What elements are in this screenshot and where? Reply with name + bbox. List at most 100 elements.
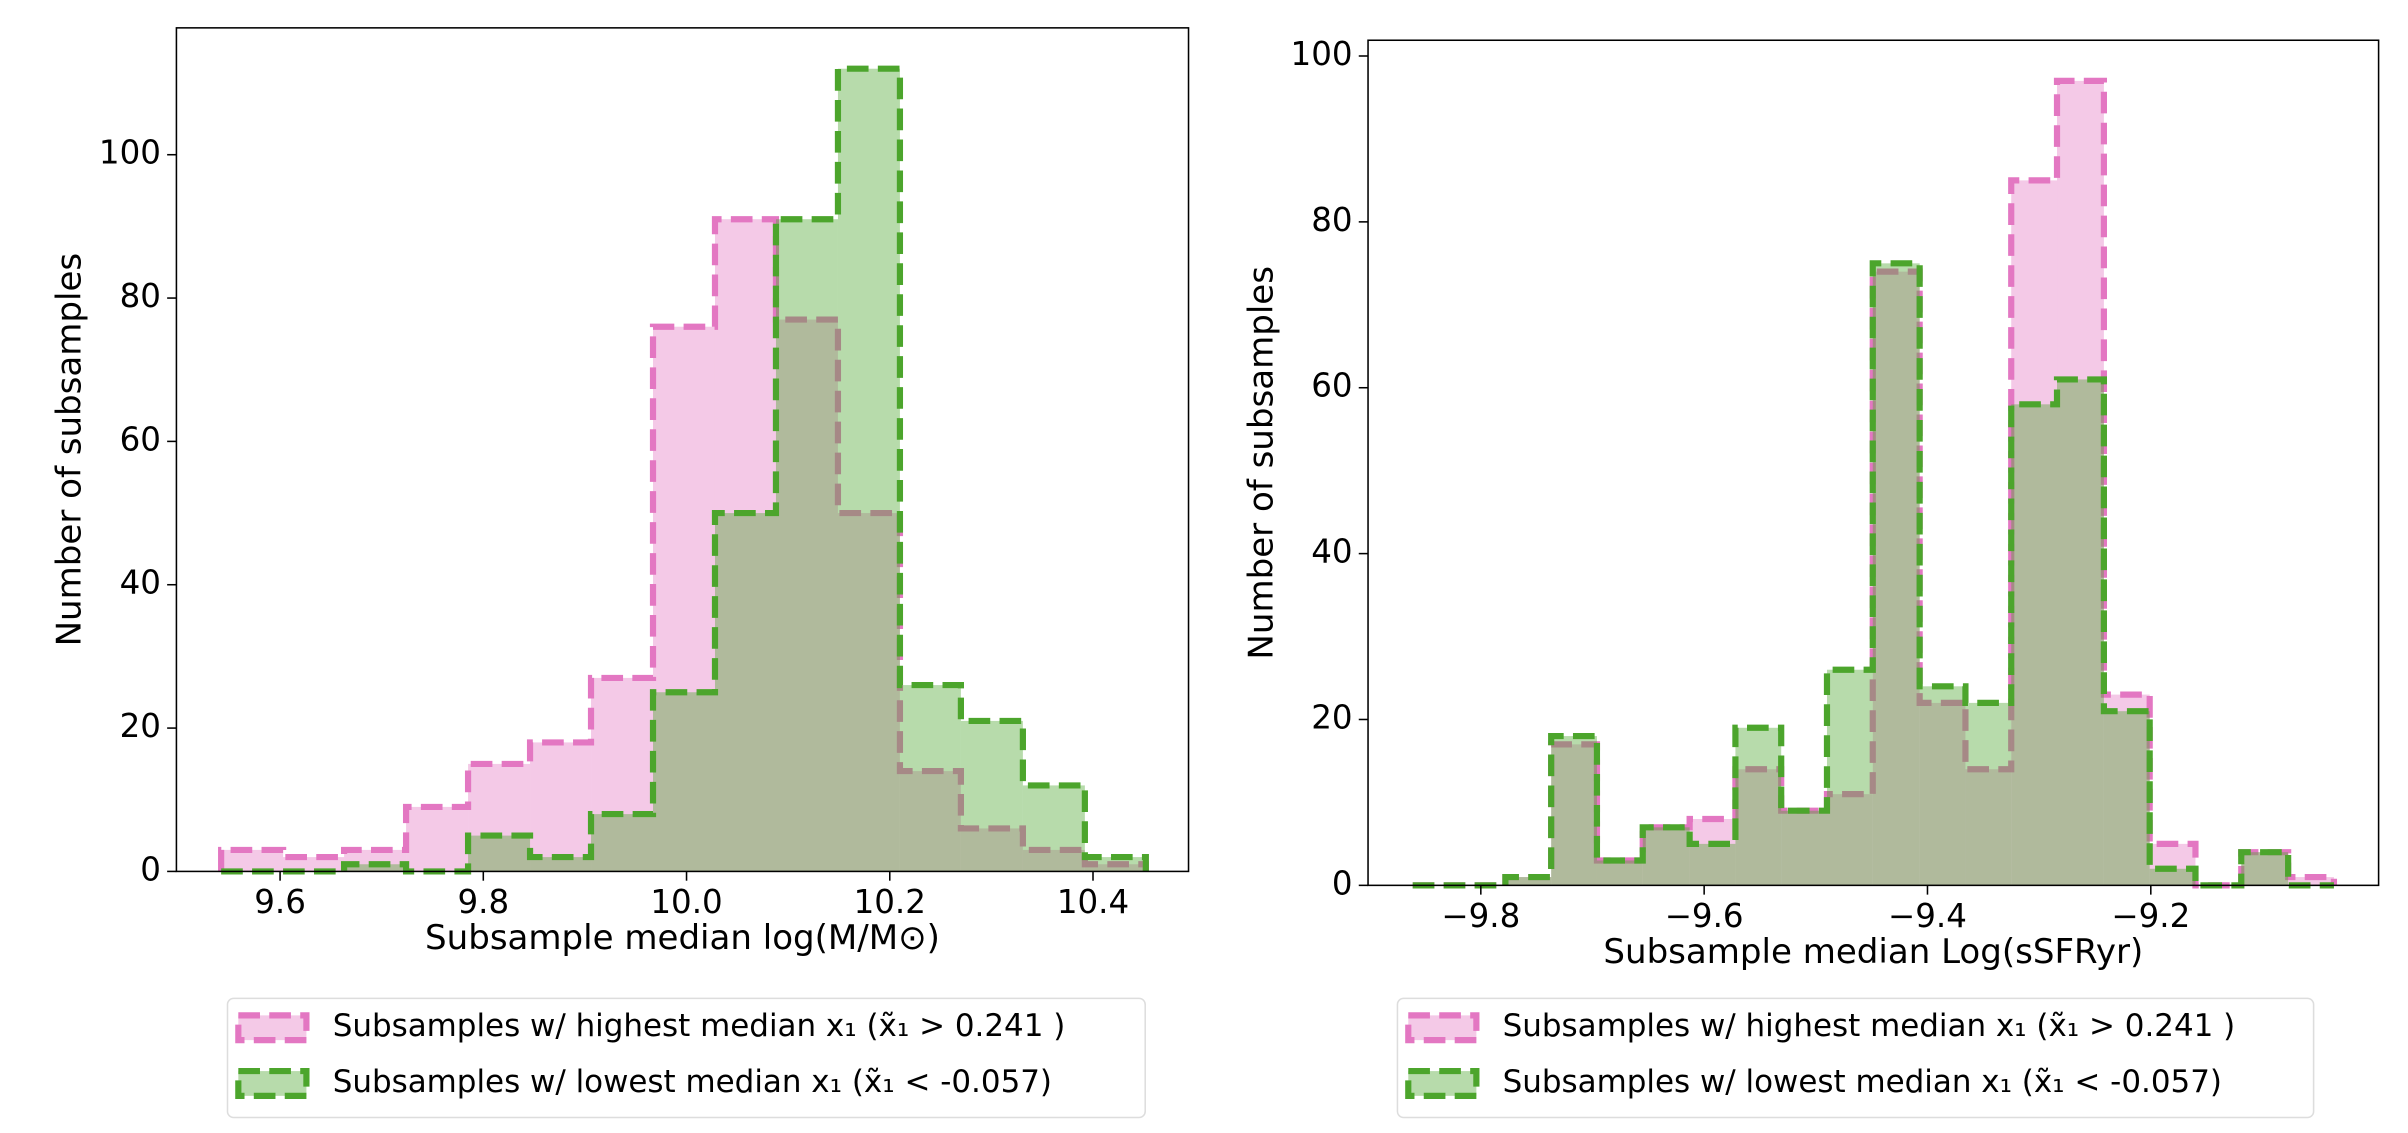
bar [960,720,1023,872]
bar [775,219,838,872]
bar [1826,669,1873,886]
bar [714,513,776,872]
bar [2149,868,2196,886]
bar [1022,849,1085,872]
bar [591,677,654,872]
bar [530,742,592,872]
x-tick-label: 10.2 [854,883,926,921]
x-tick-label: −9.6 [1665,897,1744,935]
bar [1689,819,1736,886]
bar [468,835,531,872]
bar [1781,810,1827,886]
bar [468,763,531,872]
bar [1965,702,2012,886]
bar [1919,702,1966,886]
legend-label: Subsamples w/ highest median x₁ (x̃₁ > 0… [333,1008,1066,1044]
bar [1084,864,1146,872]
bar [1781,810,1827,886]
y-tick-label: 100 [1291,35,1353,73]
y-tick-label: 60 [120,420,161,458]
legend-label: Subsamples w/ lowest median x₁ (x̃₁ < -0… [333,1064,1052,1100]
x-tick-label: 10.0 [650,883,722,921]
legend-swatch [235,1067,310,1099]
bar [2241,852,2289,886]
bar [1872,263,1920,886]
y-axis-label: Number of subsamples [1241,266,1281,660]
step-outline [1412,77,2338,889]
bar [714,219,776,872]
bar [1084,857,1146,872]
bar [2288,877,2334,886]
bar [1551,736,1597,886]
bar [283,857,345,872]
bar [1735,727,1782,886]
legend-swatch [235,1012,310,1044]
x-axis-label: Subsample median Log(sSFRyr) [1603,932,2143,972]
y-tick-label: 60 [1311,367,1352,405]
bar [653,326,715,872]
bar [2241,852,2289,886]
y-tick-label: 20 [120,707,161,745]
y-tick-label: 100 [99,134,161,172]
bar [2149,843,2196,886]
step-outline [218,216,1149,872]
bar [1505,877,1552,886]
bar [1689,843,1736,886]
legend-label: Subsamples w/ highest median x₁ (x̃₁ > 0… [1503,1008,2236,1044]
bar [344,864,407,872]
bar [899,771,961,872]
y-tick-label: 40 [1311,533,1352,571]
bar [1505,877,1552,886]
y-tick-label: 0 [1332,864,1353,902]
bar [2103,694,2150,886]
x-axis-label: Subsample median log(M/M⊙) [425,918,940,958]
legend-swatch [1405,1067,1480,1099]
bar [530,857,592,872]
bar [1965,769,2012,886]
bar [1642,827,1690,886]
bar [899,685,961,872]
step-outline [221,65,1149,875]
bar [1735,769,1782,886]
bar [1596,860,1643,886]
bar [591,814,654,872]
bar [653,692,715,872]
y-tick-label: 0 [140,850,161,888]
bar [2011,404,2058,886]
bar [1919,686,1966,886]
legend-box [1396,997,2315,1119]
axes-frame [175,27,1190,873]
x-tick-label: −9.8 [1441,897,1520,935]
bar [344,849,407,872]
bar [960,828,1023,872]
step-outline [1412,260,2334,889]
bar [2057,379,2104,886]
bar [1642,827,1690,886]
x-tick-label: 9.6 [254,883,306,921]
bar [221,849,284,872]
bar [1872,271,1920,886]
bar [837,68,900,872]
bar [775,319,838,872]
bar [1826,794,1873,886]
legend-box [226,997,1146,1119]
bar [2057,80,2104,886]
x-tick-label: −9.2 [2111,897,2190,935]
legend-swatch [1405,1012,1480,1044]
x-tick-label: −9.4 [1888,897,1967,935]
y-tick-label: 20 [1311,698,1352,736]
y-tick-label: 80 [1311,201,1352,239]
bar [2011,180,2058,886]
x-tick-label: 10.4 [1057,883,1129,921]
axes-frame [1367,39,2380,887]
bar [2103,711,2150,886]
x-tick-label: 9.8 [457,883,509,921]
y-axis-label: Number of subsamples [50,253,90,647]
bar [406,806,469,872]
legend-label: Subsamples w/ lowest median x₁ (x̃₁ < -0… [1503,1064,2222,1100]
bar [1596,860,1643,886]
y-tick-label: 80 [120,277,161,315]
bar [1551,744,1597,886]
bar [1022,785,1085,872]
